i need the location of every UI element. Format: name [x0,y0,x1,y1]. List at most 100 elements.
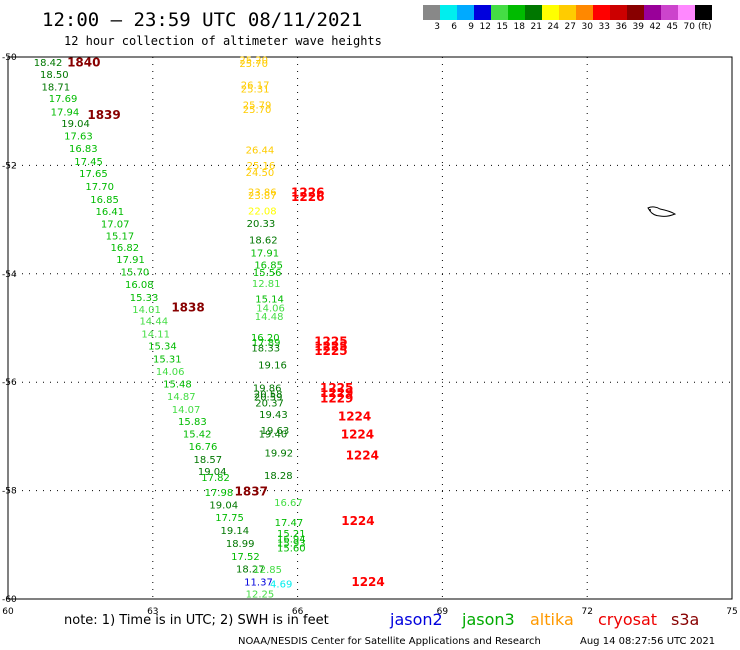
wave-height-label: 16.67 [274,498,303,509]
wave-height-label: 14.48 [255,312,284,323]
pass-number-label: 1226 [291,190,324,204]
color-swatch: 6 [440,5,457,32]
satellite-legend-jason3: jason3 [461,610,515,629]
wave-height-label: 17.75 [215,513,244,524]
color-swatch-label: 45 [666,22,678,32]
wave-height-label: 14.06 [256,303,285,314]
wave-height-label: 18.42 [34,58,63,69]
color-swatch-label: 42 [649,22,661,32]
wave-height-label: 17.52 [231,552,260,563]
wave-height-label: 16.83 [69,144,98,155]
wave-height-label: 15.31 [153,354,182,365]
wave-height-label: 17.70 [85,182,114,193]
wave-height-label: 12.85 [253,565,282,576]
wave-height-label: 15.56 [253,268,282,279]
wave-height-label: 16.85 [254,261,283,272]
chart-subtitle: 12 hour collection of altimeter wave hei… [64,34,382,48]
wave-height-label: 17.94 [51,108,80,119]
color-swatch: 27 [559,5,576,32]
color-swatch: 30 [576,5,593,32]
wave-height-label: 15.83 [178,417,207,428]
wave-height-label: 16.41 [96,207,125,218]
pass-number-label: 1226 [291,185,324,199]
color-swatch: 3 [423,5,440,32]
wave-height-label: 11.37 [244,578,273,589]
wave-height-label: 25.16 [247,161,276,172]
wave-height-label: 17.91 [250,249,279,260]
y-tick-label: -54 [2,270,17,280]
wave-height-label: 20.59 [254,392,283,403]
wave-height-label: 17.91 [116,255,145,266]
longitude-tick-labels: 60 63 66 69 72 75 [2,607,737,617]
color-swatch: 70 [678,5,695,32]
wave-height-label: 15.48 [163,379,192,390]
wave-height-label: 14.07 [172,405,201,416]
color-swatch: 39 [627,5,644,32]
wave-height-label: 15.21 [277,529,306,540]
wave-height-label: 19.86 [253,384,282,395]
wave-height-label: 19.04 [198,467,227,478]
wave-height-label: 25.31 [241,84,270,95]
color-swatch: 36 [610,5,627,32]
wave-height-label: 12.81 [252,279,281,290]
wave-height-label: 19.14 [221,526,250,537]
wave-height-label: 18.62 [249,236,278,247]
wave-height-label: 16.85 [90,195,119,206]
wave-height-label: 17.65 [79,169,108,180]
color-swatch-label: 6 [451,22,457,32]
footer-note: note: 1) Time is in UTC; 2) SWH is in fe… [64,613,329,628]
pass-number-label: 1224 [338,409,371,423]
color-swatch-label: 18 [513,22,525,32]
wave-height-label: 19.43 [259,410,288,421]
satellite-legend: jason2 jason3 altika cryosat s3a [389,610,699,629]
color-swatch-label: 21 [530,22,542,32]
satellite-legend-cryosat: cryosat [598,610,657,629]
color-swatch: 9 [457,5,474,32]
wave-height-label: 16.08 [125,280,154,291]
pass-number-label: 1229 [320,386,353,400]
color-swatch-label: 36 [615,22,627,32]
wave-height-label: 20.33 [247,219,276,230]
wave-height-label: 18.27 [236,565,265,576]
color-swatch: 42 [644,5,661,32]
y-tick-label: -58 [2,487,17,497]
footer-timestamp: Aug 14 08:27:56 UTC 2021 [580,636,715,647]
wave-height-label: 15.93 [277,539,306,550]
wave-height-label: 20.37 [255,398,284,409]
pass-number-label: 1837 [235,485,268,499]
wave-height-label: 17.82 [201,473,230,484]
wave-height-label: 16.94 [277,534,306,545]
wave-height-label: 25.79 [243,101,272,112]
y-tick-label: -50 [2,53,17,63]
wave-height-label: 23.87 [248,191,277,202]
color-swatch-label: 24 [547,22,559,32]
wave-height-label: 16.76 [189,442,218,453]
y-tick-label: -60 [2,595,17,605]
wave-height-label: 17.07 [101,219,130,230]
pass-number-label: 1229 [320,391,353,405]
wave-height-label: 24.50 [246,168,275,179]
color-swatch: 21 [525,5,542,32]
wave-height-label: 19.92 [264,449,293,460]
color-swatch [695,5,712,20]
x-tick-label: 72 [581,607,592,617]
wave-height-label: 25.70 [243,105,272,116]
pass-number-label: 1224 [351,575,384,589]
wave-height-values: 18.4218.5018.7117.6917.9419.0417.6316.83… [34,56,306,601]
wave-height-label: 17.45 [74,157,103,168]
wave-height-label: 19.40 [259,430,288,441]
color-swatch-label: 9 [468,22,474,32]
wave-height-label: 18.71 [41,82,70,93]
color-swatch: 15 [491,5,508,32]
map-frame [7,56,733,600]
color-swatch-label: 12 [479,22,491,32]
color-swatch-label: 33 [598,22,610,32]
x-tick-label: 60 [2,607,14,617]
wave-height-label: 19.16 [258,360,287,371]
pass-number-label: 1225 [320,381,353,395]
wave-height-label: 18.99 [226,539,255,550]
pass-number-label: 1225 [314,334,347,348]
color-swatch: 12 [474,5,491,32]
wave-height-label: 15.60 [277,544,306,555]
